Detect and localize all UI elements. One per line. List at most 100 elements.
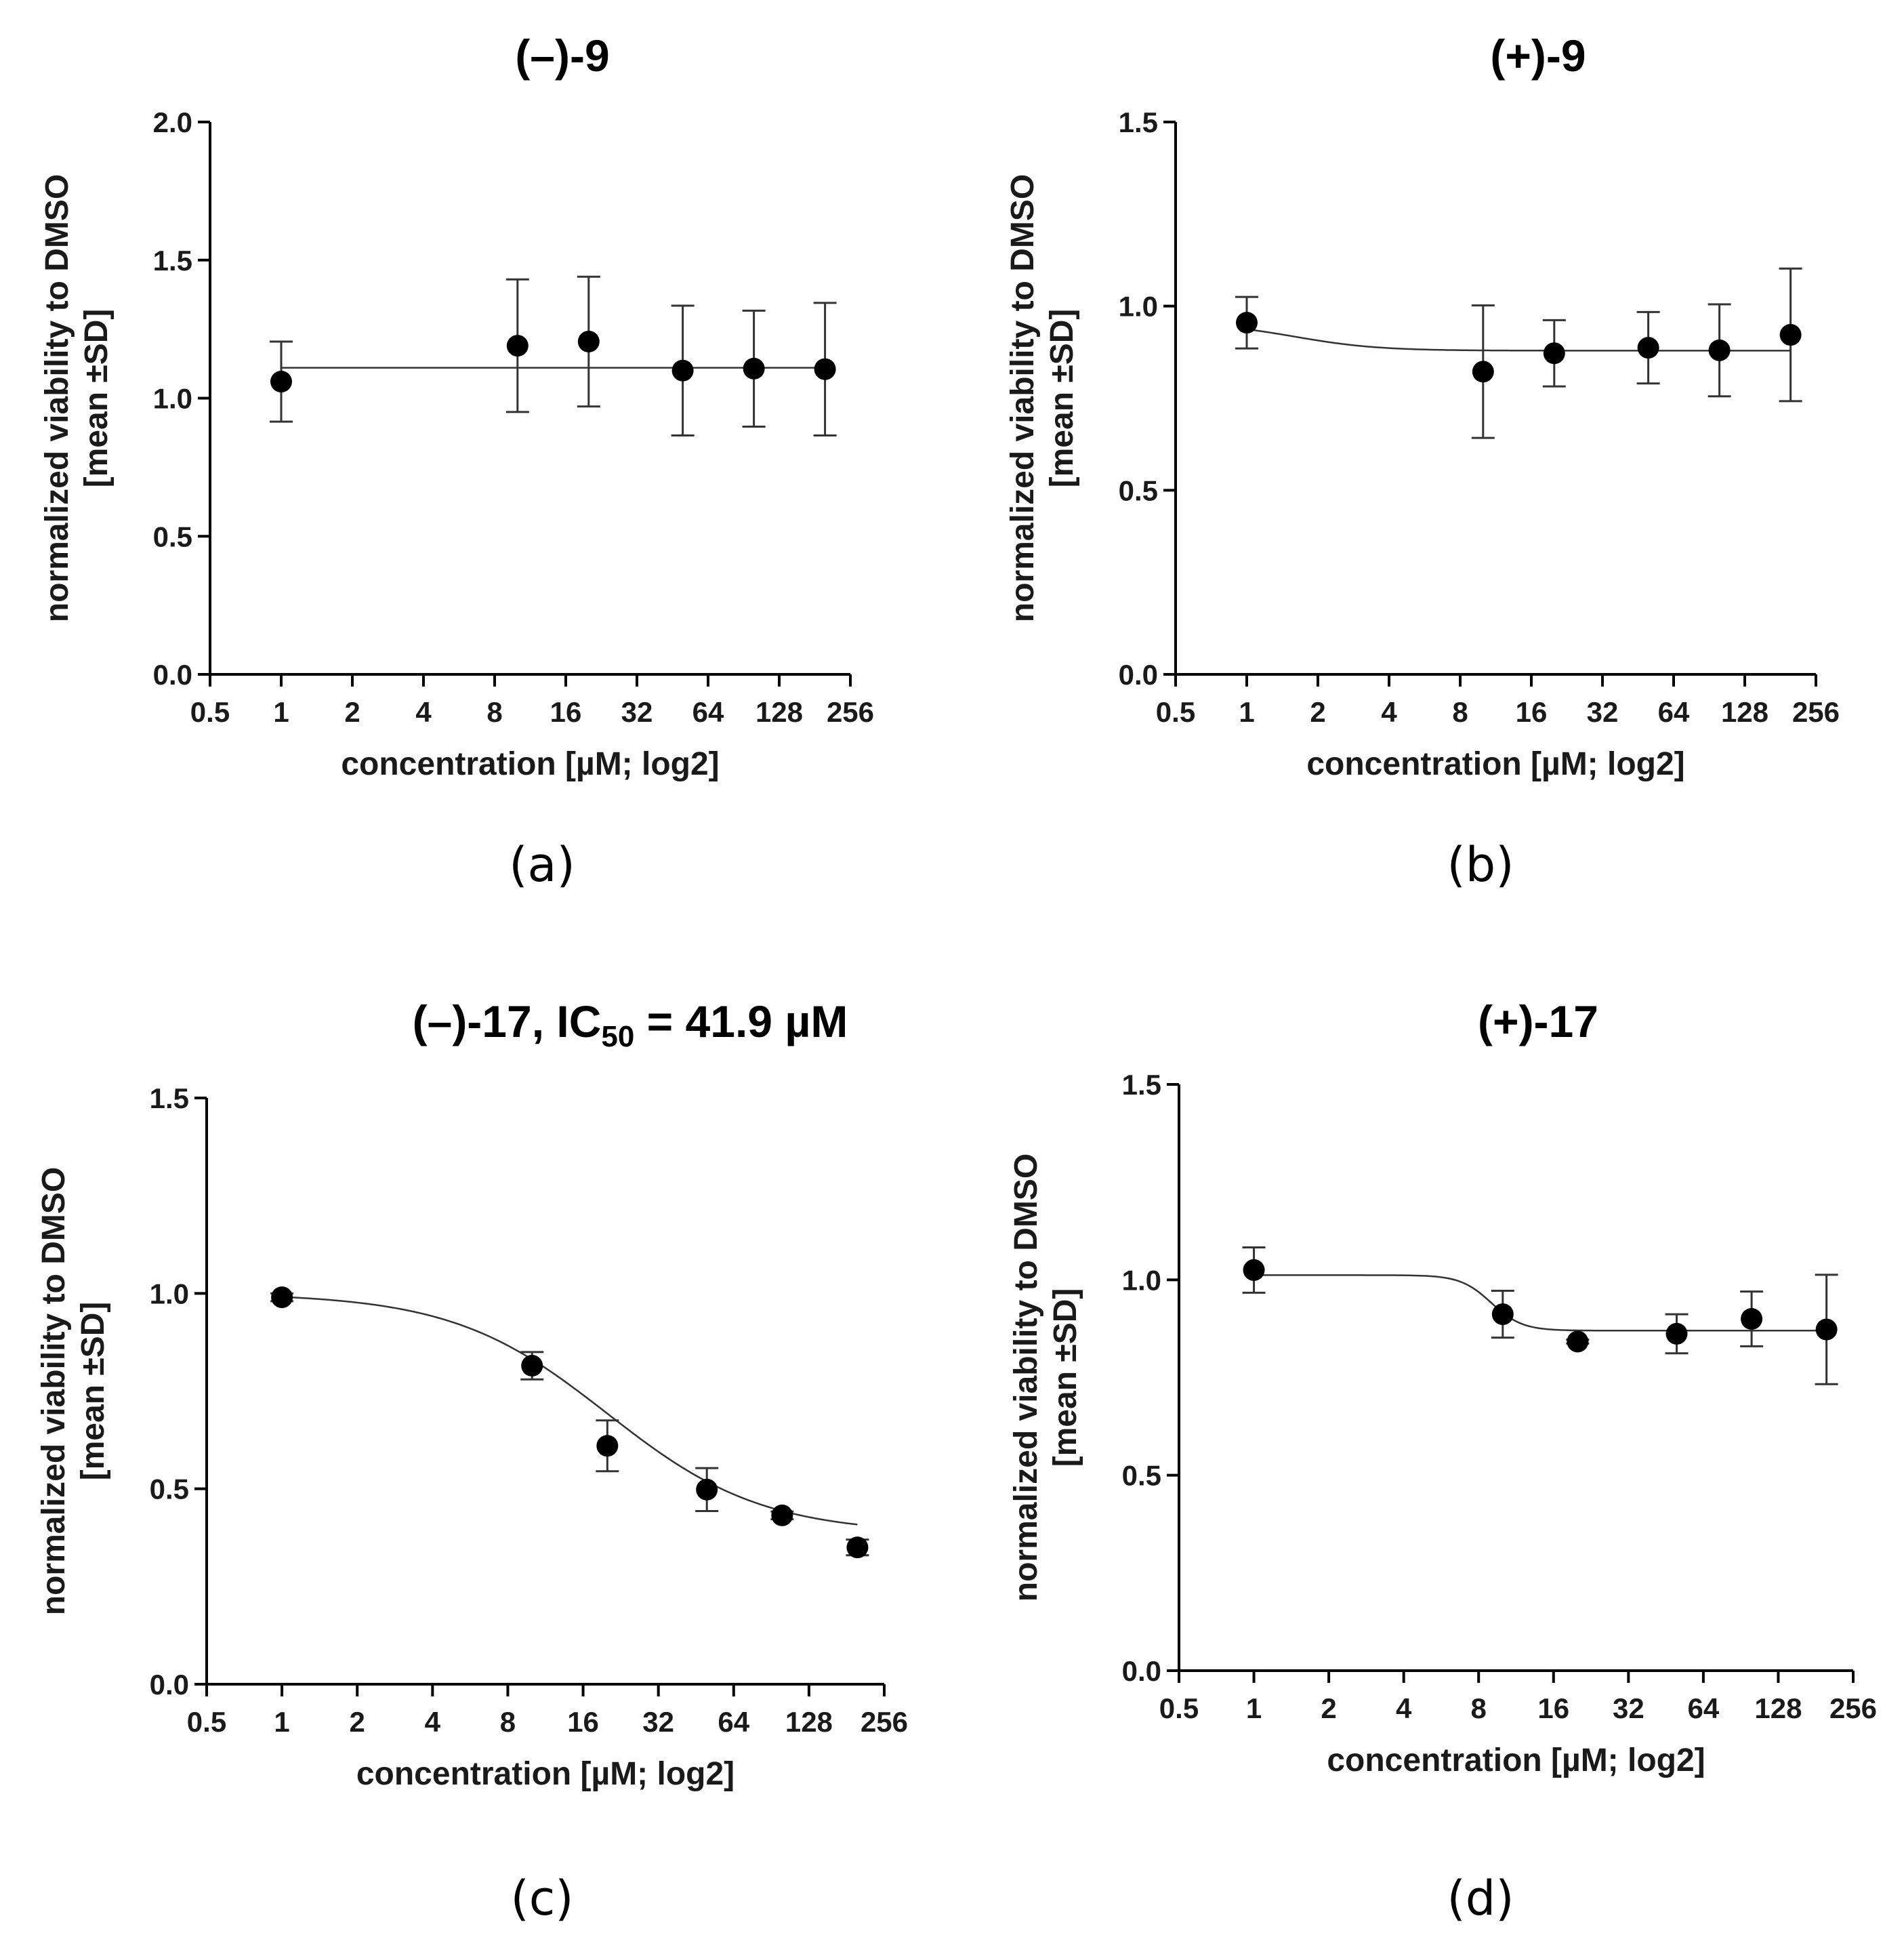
x-tick-label: 2: [1321, 1692, 1336, 1724]
y-tick-label: 1.5: [1119, 106, 1158, 138]
panel-title-rest: = 41.9 µM: [634, 996, 848, 1046]
y-tick-label: 1.5: [1122, 1069, 1161, 1101]
data-point: [1741, 1308, 1763, 1330]
fit-curve: [1254, 1274, 1827, 1332]
panel-d: (+)-17 0.0 0.5 1.0 1.5 0.5 1 2 4 8 16 32 64 128 256 con…: [1008, 996, 1877, 1926]
y-tick-label: 1.0: [1119, 291, 1158, 323]
data-point: [671, 359, 694, 382]
y-axis-title-line2: [mean ±SD]: [1044, 309, 1080, 488]
x-tick-label: 256: [861, 1706, 908, 1738]
x-tick-label: 1: [1246, 1692, 1262, 1724]
y-tick-label: 0.5: [153, 521, 192, 552]
x-tick-label: 4: [415, 696, 432, 728]
x-tick-label: 128: [1721, 696, 1768, 728]
panel-label: (c): [510, 1871, 573, 1926]
x-tick-label: 4: [1396, 1692, 1412, 1724]
x-tick-label: 8: [1452, 696, 1468, 728]
y-tick-label: 0.5: [1122, 1460, 1161, 1492]
data-point: [771, 1504, 793, 1526]
x-tick-label: 2: [350, 1706, 365, 1738]
y-axis-title-line1: normalized viability to DMSO: [1008, 1154, 1044, 1602]
panel-title: (–)-17, IC50 = 41.9 µM: [413, 996, 848, 1053]
x-tick-label: 64: [1658, 696, 1690, 728]
x-tick-label: 1: [273, 696, 289, 728]
data-point: [506, 335, 529, 357]
x-axis-title: concentration [µM; log2]: [1327, 1743, 1705, 1778]
y-axis-title-line1: normalized viability to DMSO: [1005, 174, 1041, 622]
fit-curve: [282, 1296, 858, 1526]
panel-title-main: (+)-17: [1478, 996, 1598, 1046]
y-axis-title-line1: normalized viability to DMSO: [39, 174, 75, 622]
data-point: [271, 1286, 293, 1309]
x-tick-label: 16: [550, 696, 582, 728]
x-tick-label: 16: [567, 1706, 599, 1738]
x-tick-label: 0.5: [190, 696, 230, 728]
data-point: [1708, 339, 1731, 361]
x-tick-label: 16: [1537, 1692, 1569, 1724]
data-point: [1491, 1303, 1514, 1326]
data-point: [1815, 1318, 1838, 1341]
y-tick-label: 1.0: [150, 1278, 189, 1309]
x-tick-label: 2: [344, 696, 360, 728]
x-axis-title: concentration [µM; log2]: [1306, 746, 1684, 782]
x-tick-label: 0.5: [1159, 1692, 1199, 1724]
x-tick-label: 8: [500, 1706, 516, 1738]
y-tick-label: 0.5: [150, 1473, 189, 1505]
panel-title: (+)-17: [1478, 996, 1598, 1046]
data-point: [1243, 1259, 1265, 1281]
data-point: [814, 358, 836, 380]
x-tick-label: 64: [1688, 1692, 1720, 1724]
y-tick-label: 0.5: [1119, 474, 1158, 506]
y-axis-title-line1: normalized viability to DMSO: [36, 1167, 72, 1615]
fit-curve: [1246, 328, 1791, 352]
x-tick-label: 64: [718, 1706, 749, 1738]
x-tick-label: 32: [1613, 1692, 1644, 1724]
y-tick-label: 0.0: [1122, 1655, 1161, 1687]
y-tick-label: 1.5: [153, 245, 192, 277]
x-tick-label: 8: [1471, 1692, 1487, 1724]
data-point: [1236, 312, 1258, 334]
data-point: [577, 330, 600, 352]
y-axis-title-line2: [mean ±SD]: [79, 309, 115, 488]
data-point: [270, 371, 292, 393]
x-tick-label: 16: [1516, 696, 1548, 728]
panel-title-main: (–)-17, IC: [413, 996, 602, 1046]
x-tick-label: 1: [274, 1706, 289, 1738]
x-tick-label: 128: [756, 696, 803, 728]
panel-title: (+)-9: [1490, 30, 1586, 81]
y-tick-label: 1.0: [1122, 1264, 1161, 1296]
y-tick-label: 0.0: [153, 659, 192, 691]
y-tick-label: 1.0: [153, 383, 192, 415]
data-point: [846, 1536, 869, 1559]
panel-label: (a): [509, 837, 575, 893]
y-tick-label: 0.0: [150, 1669, 189, 1700]
y-tick-label: 2.0: [153, 106, 192, 138]
y-tick-label: 0.0: [1119, 659, 1158, 691]
y-axis-title-line2: [mean ±SD]: [1048, 1288, 1083, 1467]
x-tick-label: 2: [1310, 696, 1325, 728]
data-point: [1543, 342, 1565, 365]
x-tick-label: 256: [1792, 696, 1840, 728]
x-tick-label: 256: [1829, 1692, 1877, 1724]
x-tick-label: 4: [1381, 696, 1397, 728]
data-point: [743, 357, 765, 380]
data-point: [1665, 1322, 1688, 1345]
data-point: [1472, 361, 1494, 383]
x-tick-label: 0.5: [187, 1706, 226, 1738]
panel-title: (–)-9: [515, 30, 609, 81]
x-tick-label: 256: [827, 696, 874, 728]
x-tick-label: 0.5: [1156, 696, 1195, 728]
panel-label: (b): [1447, 837, 1514, 893]
x-tick-label: 128: [1754, 1692, 1802, 1724]
panel-title-main: (+)-9: [1490, 30, 1586, 81]
x-axis-title: concentration [µM; log2]: [356, 1756, 734, 1792]
x-tick-label: 1: [1239, 696, 1254, 728]
data-point: [521, 1355, 543, 1377]
panel-label: (d): [1447, 1871, 1514, 1926]
data-point: [596, 1435, 619, 1457]
panel-b: (+)-9 0.0 0.5 1.0 1.5 0.5 1 2 4 8 16 32 64 128 256 conc…: [1005, 30, 1840, 893]
x-tick-label: 64: [692, 696, 724, 728]
x-tick-label: 8: [487, 696, 502, 728]
x-tick-label: 128: [785, 1706, 833, 1738]
